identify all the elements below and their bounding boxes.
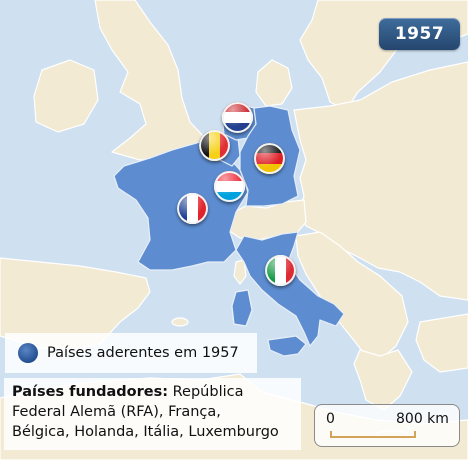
scale-min-label: 0 (326, 411, 335, 427)
legend-label: Países aderentes em 1957 (47, 345, 239, 361)
land-greece (353, 349, 413, 411)
land-ireland (33, 59, 99, 133)
info-text-1: República (168, 384, 244, 400)
italy-flag-icon (265, 255, 296, 286)
scale-bar (330, 431, 416, 438)
belgium-flag-icon (199, 130, 230, 161)
info-title: Países fundadores: (12, 384, 169, 400)
info-text-2: Federal Alemã (RFA), França, (12, 404, 221, 420)
scale-bar-box: 0 800 km (314, 404, 460, 447)
land-alps (227, 199, 307, 241)
land-denmark (255, 59, 293, 107)
info-line-1: Países fundadores: República (12, 382, 301, 402)
member-sicily (267, 335, 307, 357)
germany-flag-icon (254, 143, 285, 174)
member-swatch-icon (18, 343, 38, 363)
member-sardinia (231, 289, 253, 327)
france-flag-icon (177, 193, 208, 224)
netherlands-flag-icon (222, 102, 253, 133)
founders-info: Países fundadores: República Federal Ale… (4, 378, 301, 450)
legend: Países aderentes em 1957 (5, 333, 257, 373)
info-text-3: Bélgica, Holanda, Itália, Luxemburgo (12, 424, 279, 440)
land-balearics (171, 317, 189, 327)
scale-max-label: 800 km (396, 411, 449, 427)
member-italy (235, 231, 345, 347)
land-turkey (415, 313, 468, 373)
year-badge: 1957 (379, 18, 460, 50)
luxembourg-flag-icon (214, 171, 245, 202)
land-eastern-europe (293, 61, 468, 301)
